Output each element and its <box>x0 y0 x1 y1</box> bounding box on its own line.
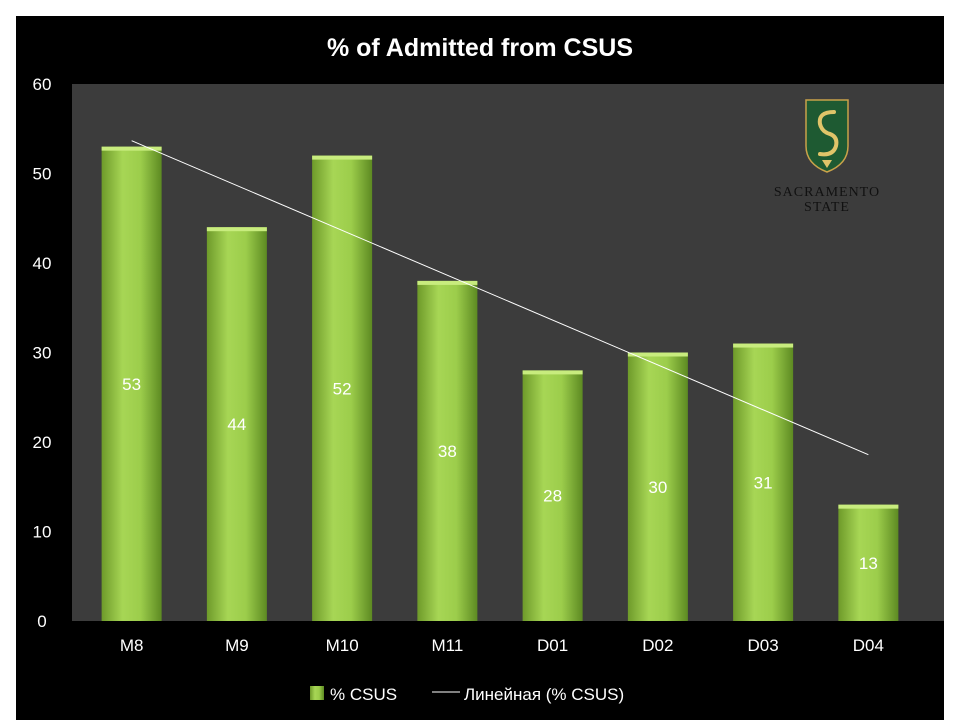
legend: % CSUS Линейная (% CSUS) <box>310 685 624 704</box>
chart-title: % of Admitted from CSUS <box>327 34 633 62</box>
data-label: 31 <box>754 473 773 492</box>
data-label: 13 <box>859 554 878 573</box>
bar <box>733 343 794 621</box>
sacramento-state-logo-icon <box>805 99 849 173</box>
bar-top <box>206 227 267 232</box>
bar-top <box>101 146 162 151</box>
legend-label-series: % CSUS <box>330 685 397 704</box>
bar-top <box>838 504 899 509</box>
legend-label-trendline: Линейная (% CSUS) <box>464 685 624 704</box>
x-tick-label: D03 <box>748 636 779 655</box>
data-label: 30 <box>648 478 667 497</box>
bar <box>101 146 162 621</box>
y-axis: 0 10 20 30 40 50 60 <box>33 75 52 631</box>
y-tick-label: 50 <box>33 165 52 184</box>
x-tick-label: D04 <box>853 636 884 655</box>
y-tick-label: 60 <box>33 75 52 94</box>
data-label: 52 <box>333 379 352 398</box>
trendline <box>131 140 869 456</box>
data-label: 38 <box>438 442 457 461</box>
y-tick-label: 40 <box>33 254 52 273</box>
logo-line1: SACRAMENTO <box>774 185 880 200</box>
y-tick-label: 0 <box>37 612 46 631</box>
bar <box>838 504 899 621</box>
x-tick-label: D02 <box>642 636 673 655</box>
x-axis: M8 M9 M10 M11 D01 D02 D03 D04 <box>120 636 884 655</box>
bar-top <box>627 352 688 357</box>
bar-top <box>417 280 478 285</box>
chart-frame: % of Admitted from CSUS 0 10 20 30 40 50 60 M8… <box>16 16 944 720</box>
x-tick-label: M11 <box>431 636 463 655</box>
bar <box>417 280 478 621</box>
data-label: 28 <box>543 487 562 506</box>
bar <box>627 352 688 621</box>
x-tick-label: M9 <box>225 636 249 655</box>
y-tick-label: 10 <box>33 523 52 542</box>
bar-top <box>522 370 583 375</box>
x-tick-label: M8 <box>120 636 144 655</box>
university-logo: SACRAMENTO STATE <box>774 99 880 215</box>
data-labels: 53 44 52 38 28 30 31 13 <box>122 375 878 573</box>
bar <box>312 155 373 621</box>
bar <box>522 370 583 621</box>
x-tick-label: M10 <box>326 636 359 655</box>
y-tick-label: 30 <box>33 344 52 363</box>
bar <box>206 227 267 621</box>
bars <box>101 146 899 621</box>
data-label: 53 <box>122 375 141 394</box>
y-tick-label: 20 <box>33 433 52 452</box>
bar-chart: % of Admitted from CSUS 0 10 20 30 40 50 60 M8… <box>33 34 944 704</box>
bar-top <box>733 343 794 348</box>
legend-swatch-bar <box>310 686 324 700</box>
bar-top <box>312 155 373 160</box>
logo-line2: STATE <box>804 200 850 215</box>
x-tick-label: D01 <box>537 636 568 655</box>
data-label: 44 <box>227 415 246 434</box>
